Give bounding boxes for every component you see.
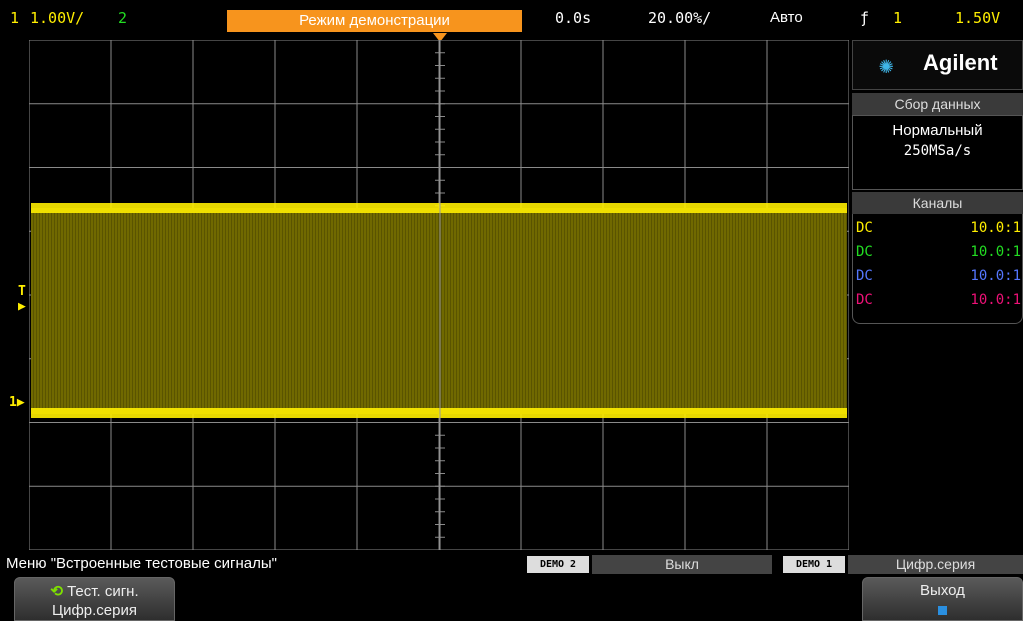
sample-rate: 250MSa/s <box>903 143 972 159</box>
trigger-channel: 1 <box>893 9 903 27</box>
test-signal-softkey[interactable]: ⟲ Тест. сигн. Цифр.серия <box>14 577 175 621</box>
trigger-slope-icon: ƒ <box>860 9 870 27</box>
channel-row[interactable]: DC 10.0:1 <box>856 244 1021 260</box>
agilent-logo: ✺ Agilent <box>852 40 1023 90</box>
ch1-scale[interactable]: 1.00V/ <box>30 9 85 27</box>
logo-text: Agilent <box>923 50 998 75</box>
channel-row[interactable]: DC 10.0:1 <box>856 220 1021 236</box>
demo-mode-badge: Режим демонстрации <box>227 10 522 32</box>
side-panel: ✺ Agilent Сбор данных Нормальный 250MSa/… <box>852 40 1023 552</box>
acquisition-info: Нормальный 250MSa/s <box>852 115 1023 190</box>
demo1-value: Цифр.серия <box>848 555 1023 574</box>
ch1-ground-marker[interactable]: 1▶ <box>9 395 25 410</box>
test-signal-value: Цифр.серия <box>51 602 137 619</box>
ch1-signal-texture <box>31 212 846 410</box>
acquisition-mode: Нормальный <box>892 122 983 139</box>
menu-bar: Меню "Встроенные тестовые сигналы" DEMO … <box>0 553 1023 575</box>
trigger-position-marker-icon[interactable] <box>433 33 447 42</box>
ch1-high-level <box>31 203 847 213</box>
timebase-scale[interactable]: 20.00%/ <box>648 9 712 27</box>
channels-list: DC 10.0:1 DC 10.0:1 DC 10.0:1 DC 10.0:1 <box>852 214 1023 324</box>
trigger-mode[interactable]: Авто <box>770 9 803 26</box>
waveform-display[interactable] <box>29 40 849 550</box>
ch2-number[interactable]: 2 <box>118 9 128 27</box>
exit-label: Выход <box>920 582 965 599</box>
channel-row[interactable]: DC 10.0:1 <box>856 268 1021 284</box>
channel-row[interactable]: DC 10.0:1 <box>856 292 1021 308</box>
exit-indicator-icon <box>938 606 947 615</box>
menu-title: Меню "Встроенные тестовые сигналы" <box>6 555 277 572</box>
trigger-level[interactable]: 1.50V <box>955 9 1001 27</box>
demo2-tag: DEMO 2 <box>527 556 589 573</box>
agilent-spark-icon: ✺ <box>879 51 894 79</box>
rotate-knob-icon: ⟲ <box>50 583 63 600</box>
demo1-tag: DEMO 1 <box>783 556 845 573</box>
ch1-number: 1 <box>10 9 20 27</box>
channels-header[interactable]: Каналы <box>852 192 1023 214</box>
ch1-low-level <box>31 408 847 418</box>
horizontal-delay[interactable]: 0.0s <box>555 9 592 27</box>
demo2-value: Выкл <box>592 555 772 574</box>
exit-softkey[interactable]: Выход <box>862 577 1023 621</box>
status-bar: 1 1.00V/ 2 Режим демонстрации 0.0s 20.00… <box>0 0 1023 38</box>
acquisition-header[interactable]: Сбор данных <box>852 93 1023 115</box>
test-signal-label: Тест. сигн. <box>67 583 139 600</box>
trigger-level-marker[interactable]: T ▶ <box>18 284 26 314</box>
